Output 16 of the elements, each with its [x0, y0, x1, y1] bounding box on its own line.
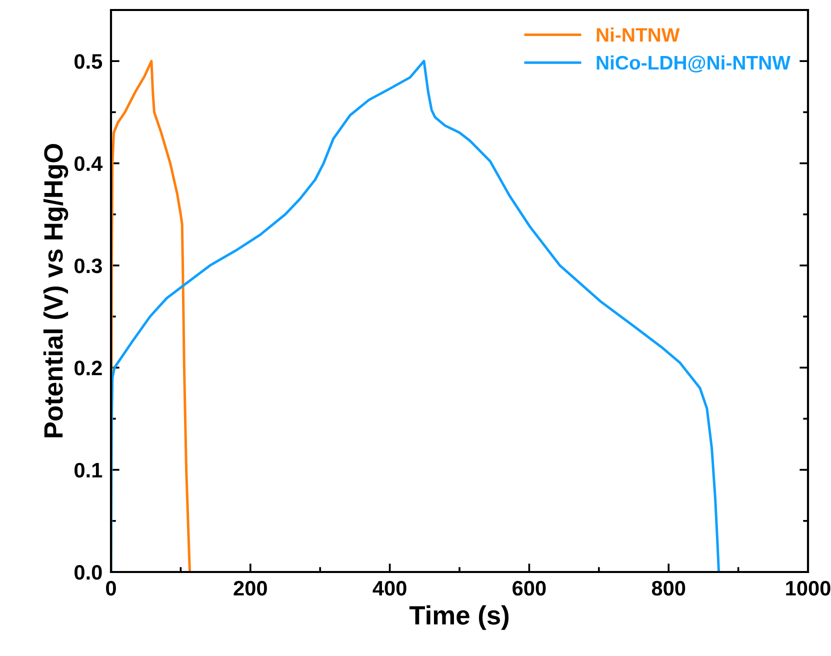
- y-tick-label: 0.2: [74, 360, 102, 376]
- y-tick-label: 0.4: [74, 156, 103, 172]
- legend-label: Ni-NTNW: [596, 28, 680, 42]
- x-tick-label: 400: [372, 580, 406, 596]
- x-tick-label: 600: [512, 580, 546, 596]
- x-tick-label: 200: [234, 580, 267, 596]
- y-axis-title: Potential (V) vs Hg/HgO: [43, 144, 68, 438]
- y-tick-label: 0.3: [74, 258, 102, 274]
- x-tick-label: 0: [106, 580, 116, 596]
- y-tick-label: 0.5: [74, 54, 102, 69]
- y-tick-label: 0.0: [74, 565, 102, 580]
- y-tick-label: 0.1: [74, 462, 102, 478]
- x-tick-label: 800: [652, 580, 686, 596]
- x-tick-label: 1000: [786, 580, 830, 596]
- legend-label: NiCo-LDH@Ni-NTNW: [596, 55, 790, 73]
- x-axis-title: Time (s): [409, 605, 509, 630]
